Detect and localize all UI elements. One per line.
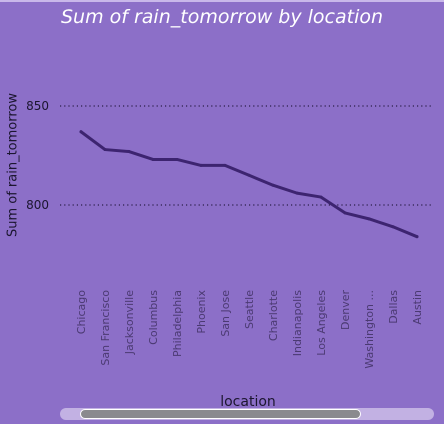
y-tick-label: 800 <box>26 198 49 212</box>
x-tick-label: Chicago <box>75 290 88 334</box>
x-tick-label: Columbus <box>147 290 160 345</box>
x-tick-label: Charlotte <box>267 290 280 341</box>
x-tick-labels: Chicago San Francisco Jacksonville Columbus… <box>75 290 424 369</box>
frame-top-border <box>0 0 444 2</box>
data-point <box>415 235 419 239</box>
series-line <box>79 130 419 239</box>
x-tick-label: Denver <box>339 290 352 330</box>
data-point <box>79 130 83 134</box>
x-tick-label: Seattle <box>243 290 256 329</box>
x-tick-label: Austin <box>411 290 424 325</box>
data-point <box>391 225 395 229</box>
data-point <box>247 173 251 177</box>
data-point <box>367 217 371 221</box>
x-axis-label: location <box>220 394 276 410</box>
data-point <box>199 163 203 167</box>
chart-title: Sum of rain_tomorrow by location <box>60 6 384 28</box>
x-tick-label: Los Angeles <box>315 290 328 356</box>
data-point <box>343 211 347 215</box>
x-tick-label: Jacksonville <box>123 290 136 356</box>
gridlines <box>60 105 432 206</box>
data-point <box>319 195 323 199</box>
data-point <box>295 191 299 195</box>
data-point <box>223 163 227 167</box>
data-point <box>103 148 107 152</box>
data-point <box>151 157 155 161</box>
data-point <box>127 150 131 154</box>
x-tick-label: San Jose <box>219 290 232 337</box>
y-tick-label: 850 <box>26 99 49 113</box>
data-point <box>271 183 275 187</box>
horizontal-scrollbar[interactable] <box>60 408 434 420</box>
x-tick-label: Phoenix <box>195 290 208 334</box>
data-point <box>175 157 179 161</box>
x-tick-label: San Francisco <box>99 290 112 366</box>
y-tick-labels: 800 850 <box>26 99 49 212</box>
x-tick-label: Indianapolis <box>291 290 304 357</box>
scrollbar-thumb[interactable] <box>80 409 361 419</box>
x-tick-label: Philadelphia <box>171 290 184 357</box>
x-tick-label: Dallas <box>387 290 400 324</box>
x-tick-label: Washington ... <box>363 290 376 369</box>
series-line-group <box>79 130 419 239</box>
